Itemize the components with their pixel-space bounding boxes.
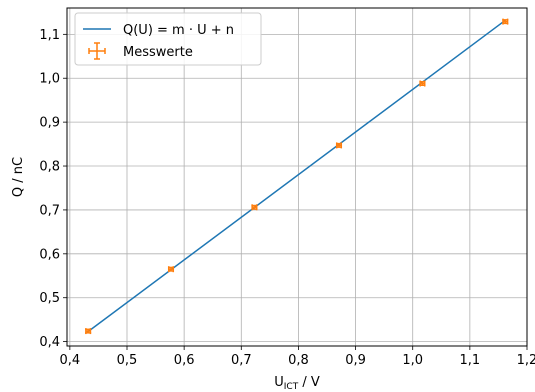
y-tick-label: 0,9 bbox=[39, 116, 60, 131]
x-axis-label-subscript: ICT bbox=[284, 382, 299, 392]
x-tick-label: 1,0 bbox=[402, 353, 423, 368]
x-tick-label: 0,5 bbox=[117, 353, 138, 368]
plot-series bbox=[85, 18, 509, 335]
legend: Q(U) = m · U + n Messwerte bbox=[74, 12, 262, 66]
x-tick-label: 1,1 bbox=[460, 353, 481, 368]
y-tick-label: 0,6 bbox=[39, 247, 60, 262]
x-tick-label: 0,8 bbox=[288, 353, 309, 368]
x-tick-label: 0,6 bbox=[174, 353, 195, 368]
y-tick-label: 0,7 bbox=[39, 203, 60, 218]
legend-entry-measurements: Messwerte bbox=[123, 45, 193, 60]
legend-box bbox=[74, 12, 262, 66]
data-point bbox=[419, 80, 426, 87]
fit-line bbox=[86, 19, 506, 333]
legend-entry-fit: Q(U) = m · U + n bbox=[123, 23, 234, 38]
x-axis-label-main: U bbox=[274, 375, 284, 390]
x-axis-label: UICT / V bbox=[274, 375, 320, 392]
y-tick-label: 0,5 bbox=[39, 291, 60, 306]
legend-errorbar-swatch bbox=[88, 42, 106, 60]
data-point bbox=[335, 142, 343, 149]
plot-frame bbox=[66, 7, 528, 347]
data-point bbox=[167, 266, 175, 273]
x-tick-label: 0,9 bbox=[345, 353, 366, 368]
y-tick-label: 0,4 bbox=[39, 335, 60, 350]
y-axis-label: Q / nC bbox=[11, 157, 26, 197]
data-point bbox=[251, 204, 258, 211]
axis-ticks: 0,4 0,5 0,6 0,7 0,8 0,9 1,0 1,1 1,2 0,4 0,5 0,6 0,7 0… bbox=[39, 28, 535, 368]
y-tick-label: 0,8 bbox=[39, 160, 60, 175]
x-tick-label: 0,7 bbox=[231, 353, 252, 368]
grid bbox=[67, 8, 528, 346]
data-point bbox=[502, 18, 509, 25]
x-axis-label-rest: / V bbox=[298, 375, 320, 390]
y-tick-label: 1,0 bbox=[39, 72, 60, 87]
x-tick-label: 0,4 bbox=[60, 353, 81, 368]
y-tick-label: 1,1 bbox=[39, 28, 60, 43]
x-tick-label: 1,2 bbox=[517, 353, 535, 368]
data-point bbox=[85, 328, 92, 335]
